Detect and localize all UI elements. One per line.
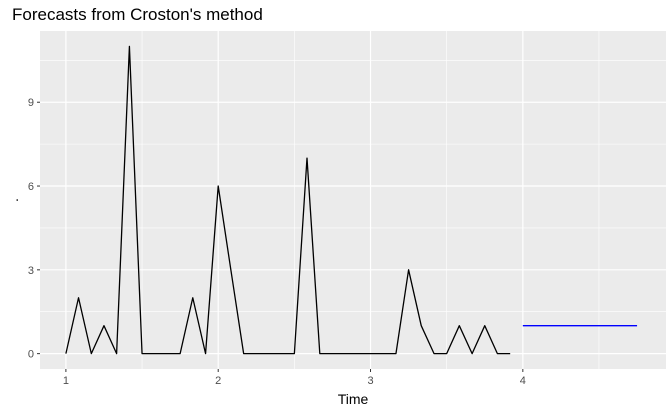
x-tick-label-3: 4 bbox=[520, 375, 526, 387]
series-line-0 bbox=[65, 45, 511, 355]
y-tick-label-0: 0 bbox=[28, 349, 34, 361]
series-layer bbox=[65, 45, 638, 355]
y-tick-label-2: 6 bbox=[28, 181, 34, 193]
minor-gridlines bbox=[40, 31, 666, 369]
x-tick-label-0: 1 bbox=[63, 375, 69, 387]
x-tick-label-2: 3 bbox=[367, 375, 373, 387]
x-tick-label-1: 2 bbox=[215, 375, 221, 387]
y-axis-label: . bbox=[5, 198, 21, 202]
plot-panel bbox=[40, 31, 666, 369]
x-axis: 1 2 3 4 bbox=[63, 369, 526, 387]
chart-title: Forecasts from Croston's method bbox=[12, 5, 263, 24]
y-tick-label-3: 9 bbox=[28, 97, 34, 109]
y-tick-label-1: 3 bbox=[28, 265, 34, 277]
x-axis-label: Time bbox=[338, 391, 369, 407]
y-axis: 0 3 6 9 bbox=[28, 97, 40, 361]
